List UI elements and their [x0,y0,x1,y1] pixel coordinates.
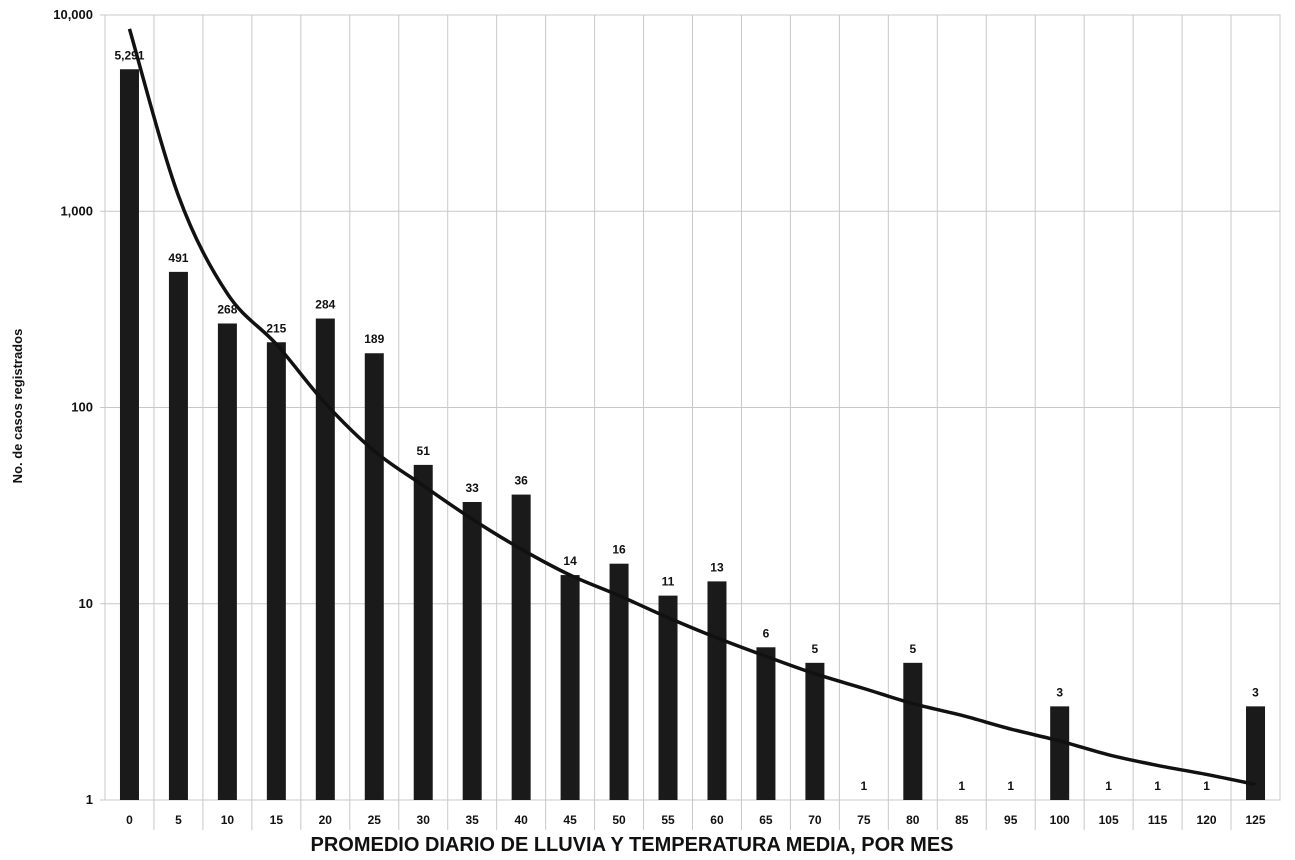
x-tick-label: 115 [1148,813,1168,827]
x-tick-label: 55 [661,813,675,827]
bar [462,501,482,800]
bar [658,595,678,800]
x-tick-label: 15 [270,813,284,827]
bar [560,575,580,800]
data-label: 1 [861,779,868,793]
y-tick-label: 10,000 [53,7,93,22]
x-tick-label: 20 [319,813,333,827]
x-axis-title: PROMEDIO DIARIO DE LLUVIA Y TEMPERATURA … [310,834,953,856]
data-label: 1 [1154,779,1161,793]
data-label: 16 [612,543,626,557]
trendline-group [127,28,1256,787]
data-label: 5,291 [114,48,144,62]
x-tick-label: 85 [955,813,969,827]
data-label: 1 [1203,779,1210,793]
x-tick-label: 35 [466,813,480,827]
grid [100,14,1281,830]
x-tick-label: 30 [417,813,431,827]
data-label: 284 [315,298,335,312]
data-label: 1 [1105,779,1112,793]
data-label: 51 [417,444,431,458]
x-tick-label: 95 [1004,813,1018,827]
x-tick-label: 25 [368,813,382,827]
bar [1050,706,1070,800]
x-tick-label: 60 [710,813,724,827]
bar [903,662,923,800]
x-tick-label: 40 [514,813,528,827]
data-label: 33 [466,481,480,495]
bar [119,69,139,800]
x-tick-label: 100 [1050,813,1070,827]
data-label: 268 [217,302,237,316]
x-tick-label: 75 [857,813,871,827]
bar [364,353,384,800]
x-tick-label: 10 [221,813,235,827]
data-label: 14 [563,554,577,568]
y-tick-label: 1 [86,792,93,807]
data-label: 189 [364,332,384,346]
data-label: 1 [958,779,965,793]
data-label: 36 [514,474,528,488]
bars [119,69,1266,800]
bar [1246,706,1266,800]
y-ticks: 1 10 100 1,000 10,000 [53,7,93,807]
x-tick-label: 50 [612,813,626,827]
bar [168,271,188,800]
bar [511,494,531,800]
bar [756,647,776,800]
data-label: 13 [710,560,724,574]
data-label: 3 [1056,685,1063,699]
x-tick-label: 120 [1197,813,1217,827]
data-label: 491 [168,251,188,265]
x-tick-label: 105 [1099,813,1119,827]
bar [217,323,237,800]
y-tick-label: 10 [79,596,93,611]
data-label: 5 [909,642,916,656]
x-tick-label: 5 [175,813,182,827]
y-axis-title: No. de casos registrados [10,329,25,484]
x-tick-label: 45 [563,813,577,827]
x-tick-label: 80 [906,813,920,827]
y-tick-label: 100 [71,400,93,415]
bar [805,662,825,800]
y-tick-label: 1,000 [60,203,93,218]
trendline [127,28,1256,787]
x-tick-label: 70 [808,813,822,827]
x-ticks: 0 5 10 15 20 25 30 35 40 45 50 55 60 65 70 75 80 85 95 100 1… [126,813,1266,827]
data-label: 6 [763,626,770,640]
data-label: 5 [812,642,819,656]
bar [315,318,335,800]
x-tick-label: 125 [1246,813,1266,827]
data-label: 215 [266,321,286,335]
bar [609,563,629,800]
bar [413,464,433,800]
data-label: 11 [662,575,675,589]
bar [266,342,286,800]
bar [707,581,727,800]
x-tick-label: 0 [126,813,133,827]
x-tick-label: 65 [759,813,773,827]
data-label: 1 [1007,779,1014,793]
data-label: 3 [1252,685,1259,699]
